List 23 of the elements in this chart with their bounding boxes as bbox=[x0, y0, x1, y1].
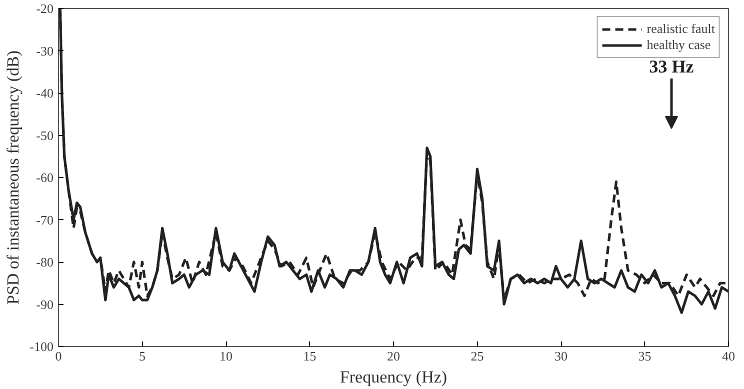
legend-label: realistic fault bbox=[646, 21, 715, 37]
y-tick-label: -60 bbox=[36, 170, 54, 185]
x-tick-label: 10 bbox=[220, 348, 232, 364]
x-tick-label: 35 bbox=[638, 348, 652, 364]
y-tick-label: -20 bbox=[36, 1, 54, 16]
y-axis-title: PSD of instantaneous frequency (dB) bbox=[4, 50, 23, 304]
y-tick-label: -70 bbox=[36, 212, 54, 228]
y-tick-label: -90 bbox=[36, 296, 54, 312]
y-tick-label: -50 bbox=[36, 128, 54, 143]
legend-label: healthy case bbox=[646, 37, 711, 53]
x-tick-label: 30 bbox=[554, 348, 568, 364]
annotation: 33 Hz bbox=[649, 56, 694, 76]
y-tick-label: -40 bbox=[36, 86, 54, 100]
x-axis-title: Frequency (Hz) bbox=[340, 368, 448, 386]
x-tick-label: 25 bbox=[470, 348, 484, 364]
x-tick-label: 20 bbox=[387, 348, 400, 364]
x-tick-label: 5 bbox=[139, 348, 146, 364]
x-tick-label: 40 bbox=[722, 348, 735, 364]
y-tick-label: -80 bbox=[36, 254, 54, 270]
y-tick-label: -100 bbox=[30, 339, 54, 354]
x-tick-label: 0 bbox=[55, 348, 62, 364]
y-tick-label: -30 bbox=[36, 43, 54, 58]
x-tick-label: 15 bbox=[303, 348, 316, 364]
